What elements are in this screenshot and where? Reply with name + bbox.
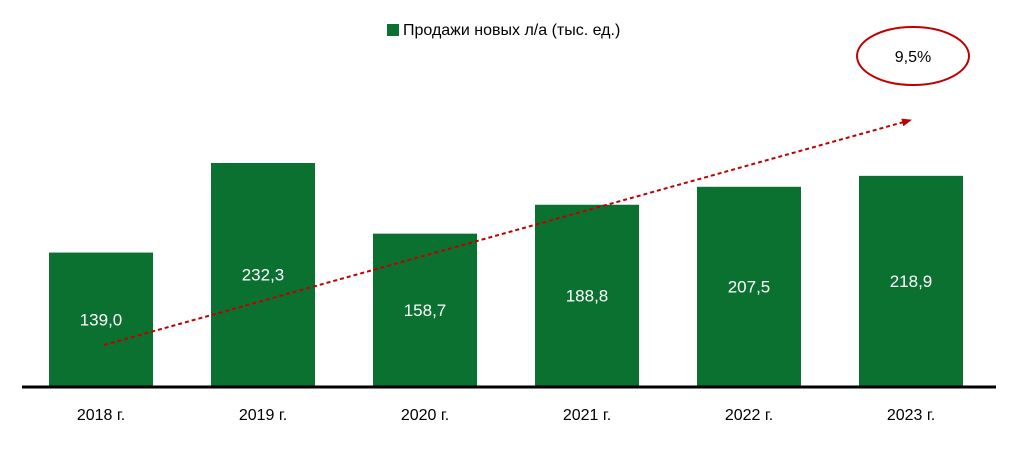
bar-0 <box>49 252 153 386</box>
cagr-ellipse <box>856 26 970 86</box>
bar-value-label-0: 139,0 <box>80 310 123 329</box>
bar-value-label-4: 207,5 <box>728 277 771 296</box>
x-tick-label-4: 2022 г. <box>725 407 773 424</box>
bar-5 <box>859 175 963 386</box>
bar-4 <box>697 186 801 386</box>
bar-value-label-2: 158,7 <box>404 301 447 320</box>
x-tick-label-5: 2023 г. <box>887 407 935 424</box>
legend-swatch <box>387 24 399 36</box>
x-tick-label-2: 2020 г. <box>401 407 449 424</box>
bar-2 <box>373 233 477 386</box>
bar-labels: 139,0 232,3 158,7 188,8 207,5 218,9 <box>80 265 933 329</box>
x-tick-label-0: 2018 г. <box>77 407 125 424</box>
cagr-label: 9,5% <box>895 49 931 66</box>
cagr-callout: 9,5% <box>856 26 970 86</box>
bar-value-label-5: 218,9 <box>890 272 933 291</box>
x-tick-labels: 2018 г. 2019 г. 2020 г. 2021 г. 2022 г. 2023 … <box>77 407 935 424</box>
bar-value-label-3: 188,8 <box>566 286 609 305</box>
legend: Продажи новых л/а (тыс. ед.) <box>387 22 620 39</box>
legend-label: Продажи новых л/а (тыс. ед.) <box>403 22 620 39</box>
bars <box>49 162 963 386</box>
bar-3 <box>535 204 639 386</box>
x-tick-label-1: 2019 г. <box>239 407 287 424</box>
x-tick-label-3: 2021 г. <box>563 407 611 424</box>
bar-1 <box>211 162 315 386</box>
bar-value-label-1: 232,3 <box>242 265 285 284</box>
